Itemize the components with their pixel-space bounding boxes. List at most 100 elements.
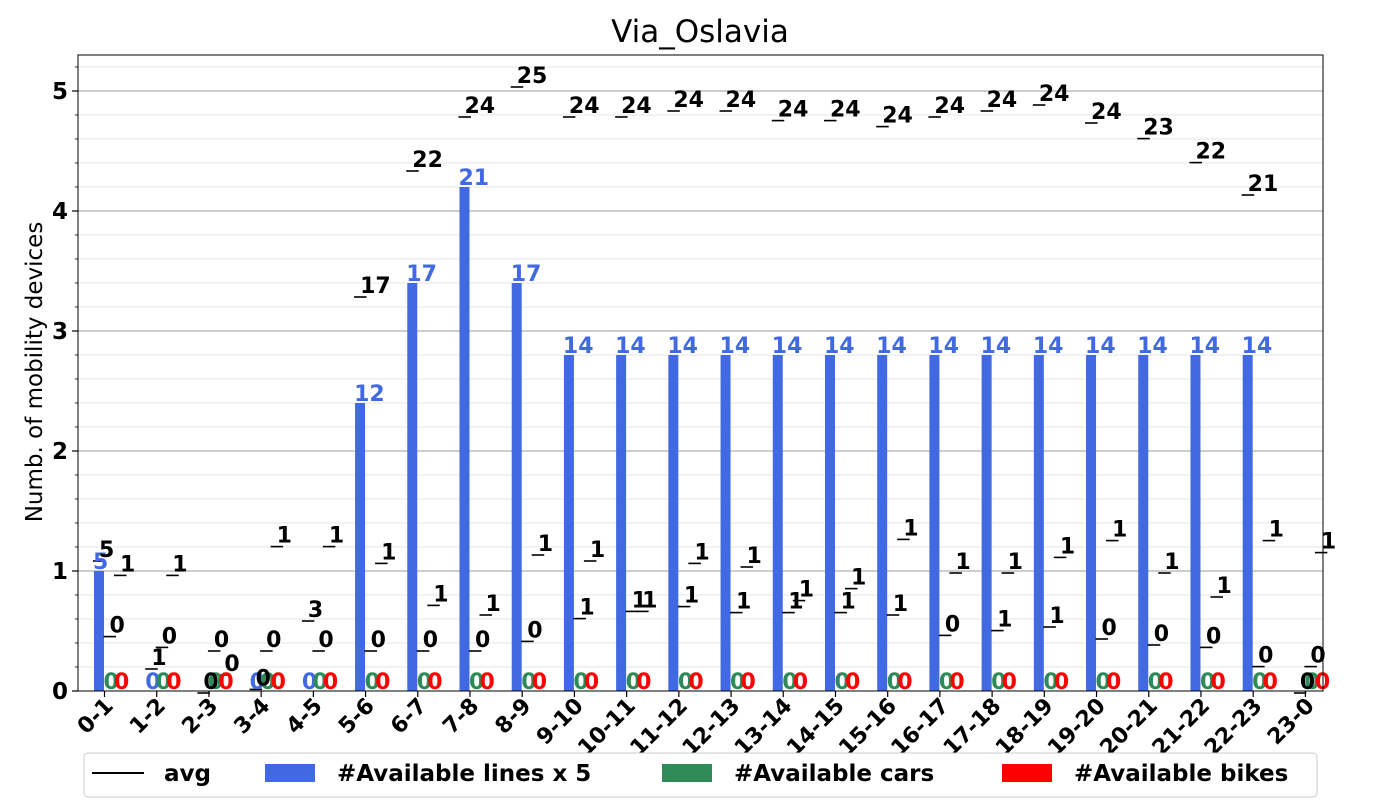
avg-label: 1 — [955, 550, 970, 575]
data-label: 21 — [458, 166, 489, 191]
bar--available-lines-x--16-17 — [929, 355, 940, 691]
avg-label: 1 — [788, 590, 803, 615]
data-label: 0 — [636, 670, 651, 695]
data-label: 17 — [406, 262, 437, 287]
plot-area-frame — [77, 54, 1324, 692]
data-label: 0 — [1043, 670, 1058, 695]
data-label: 0 — [1252, 670, 1267, 695]
x-tick-label: 16-17 — [887, 694, 954, 761]
data-label: 0 — [1304, 670, 1319, 695]
data-label: 0 — [250, 670, 265, 695]
bar--available-lines-x--11-12 — [668, 355, 679, 691]
x-tick-label: 14-15 — [782, 694, 849, 761]
data-label: 0 — [208, 670, 223, 695]
data-label: 0 — [323, 670, 338, 695]
y-tick-label: 3 — [52, 319, 68, 345]
bar--available-lines-x--6-7 — [407, 283, 418, 691]
avg-label: 1 — [433, 582, 448, 607]
data-label: 0 — [897, 670, 912, 695]
x-tick-label: 7-8 — [438, 694, 484, 740]
bar--available-lines-x--15-16 — [877, 355, 888, 691]
data-label: 0 — [365, 670, 380, 695]
data-label: 0 — [1002, 670, 1017, 695]
avg-label: 24 — [778, 98, 809, 123]
avg-label: 1 — [1049, 604, 1064, 629]
avg-label: 24 — [1091, 100, 1122, 125]
bar--available-lines-x--0-1 — [94, 571, 104, 691]
data-label: 14 — [563, 334, 594, 359]
x-axis-ticks: 0-1 1-2 2-3 3-4 4-5 5-6 6-7 7-8 8-99-1010-1111-1… — [73, 691, 1320, 761]
data-label: 0 — [260, 670, 275, 695]
bar--available-lines-x--21-22 — [1190, 355, 1201, 691]
avg-label: 24 — [830, 98, 861, 123]
bar--available-lines-x--20-21 — [1138, 355, 1149, 691]
avg-label: 1 — [538, 532, 553, 557]
avg-label: 1 — [1164, 550, 1179, 575]
avg-label: 0 — [1300, 670, 1315, 695]
bar--available-lines-x--19-20 — [1086, 355, 1097, 691]
data-label: 14 — [824, 334, 855, 359]
avg-label: 1 — [277, 524, 292, 549]
legend-label: #Available lines x 5 — [337, 761, 591, 787]
legend-label: avg — [164, 761, 211, 787]
data-label: 0 — [1054, 670, 1069, 695]
avg-label: 1 — [1112, 518, 1127, 543]
avg-label: 1 — [851, 566, 866, 591]
data-label: 12 — [354, 382, 385, 407]
data-label: 0 — [521, 670, 536, 695]
data-label: 0 — [1148, 670, 1163, 695]
y-tick-label: 1 — [52, 559, 68, 585]
data-label: 0 — [271, 670, 286, 695]
data-label: 0 — [845, 670, 860, 695]
avg-label: 0 — [371, 628, 386, 653]
chart-title: Via_Oslavia — [611, 14, 789, 50]
avg-label: 1 — [997, 608, 1012, 633]
avg-label: 1 — [840, 590, 855, 615]
data-label: 0 — [532, 670, 547, 695]
avg-label: 0 — [214, 628, 229, 653]
avg-label: 1 — [694, 540, 709, 565]
x-tick-label: 6-7 — [386, 694, 432, 740]
data-label: 14 — [876, 334, 907, 359]
data-label: 14 — [928, 334, 959, 359]
y-tick-label: 0 — [52, 679, 68, 705]
data-label: 0 — [145, 670, 160, 695]
avg-label: 0 — [203, 670, 218, 695]
x-tick-label: 21-22 — [1148, 694, 1215, 761]
data-label: 14 — [1137, 334, 1168, 359]
bar--available-lines-x--13-14 — [772, 355, 783, 691]
legend-swatch-patch — [662, 764, 712, 782]
data-label: 14 — [1242, 334, 1273, 359]
data-label: 0 — [834, 670, 849, 695]
data-label: 0 — [939, 670, 954, 695]
avg-label: 1 — [642, 588, 657, 613]
data-label: 14 — [720, 334, 751, 359]
bar--available-lines-x--18-19 — [1033, 355, 1044, 691]
data-label: 0 — [375, 670, 390, 695]
y-tick-label: 5 — [52, 79, 68, 105]
legend: avg #Available lines x 5 #Available cars #A… — [83, 752, 1318, 798]
avg-label: 24 — [726, 88, 757, 113]
legend-swatch-patch — [265, 764, 315, 782]
data-label: 0 — [678, 670, 693, 695]
data-label: 14 — [667, 334, 698, 359]
data-label: 0 — [417, 670, 432, 695]
x-tick-label: 22-23 — [1200, 694, 1267, 761]
avg-markers-layer — [93, 86, 1328, 694]
data-label: 0 — [1106, 670, 1121, 695]
avg-label: 1 — [1008, 550, 1023, 575]
avg-label: 0 — [1102, 616, 1117, 641]
data-label: 14 — [772, 334, 803, 359]
avg-label: 21 — [1248, 172, 1279, 197]
data-label: 0 — [573, 670, 588, 695]
data-label: 14 — [1189, 334, 1220, 359]
avg-label: 0 — [1258, 644, 1273, 669]
avg-label: 22 — [412, 148, 443, 173]
x-tick-label: 2-3 — [177, 694, 223, 740]
avg-label: 1 — [893, 592, 908, 617]
avg-label: 0 — [162, 624, 177, 649]
data-label: 14 — [1033, 334, 1064, 359]
x-tick-label: 0-1 — [73, 694, 119, 740]
avg-label: 0 — [266, 628, 281, 653]
avg-label: 0 — [1154, 622, 1169, 647]
